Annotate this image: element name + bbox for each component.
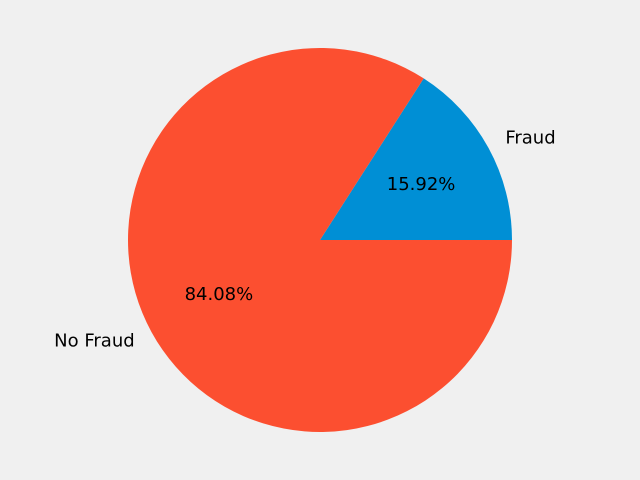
pie-slice-no-fraud <box>128 47 512 432</box>
slice-percent-fraud: 15.92% <box>387 174 456 195</box>
slice-percent-no-fraud: 84.08% <box>185 284 254 305</box>
pie-slices <box>128 47 512 432</box>
slice-label-fraud: Fraud <box>505 128 555 149</box>
pie-labels: Fraud 15.92% No Fraud 84.08% <box>54 128 555 352</box>
pie-slice-fraud <box>320 78 512 241</box>
slice-label-no-fraud: No Fraud <box>54 330 135 351</box>
